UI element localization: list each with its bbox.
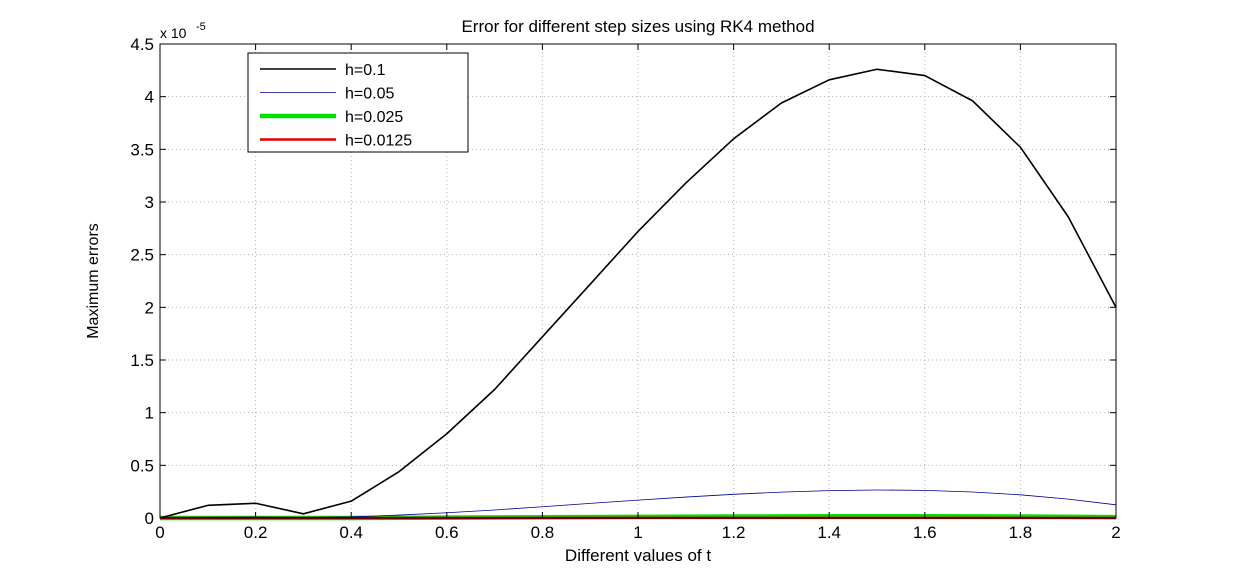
y-tick-label: 2	[145, 298, 154, 317]
legend-entry-label: h=0.025	[345, 109, 403, 126]
y-tick-label: 0	[145, 509, 154, 528]
x-tick-label: 0.8	[531, 523, 555, 542]
y-axis-label: Maximum errors	[85, 223, 102, 339]
x-tick-label: 0.4	[339, 523, 363, 542]
legend-entry-label: h=0.05	[345, 86, 394, 103]
y-exponent-prefix: x 10	[160, 25, 187, 41]
tick-marks	[159, 43, 1117, 519]
x-tick-label: 1.8	[1009, 523, 1033, 542]
legend-entry-label: h=0.0125	[345, 133, 412, 150]
legend-entry-label: h=0.1	[345, 62, 386, 79]
y-tick-label: 2.5	[130, 246, 154, 265]
x-tick-label: 0	[155, 523, 164, 542]
x-axis-label: Different values of t	[565, 546, 711, 565]
x-tick-label: 1.2	[722, 523, 746, 542]
x-tick-label: 0.2	[244, 523, 268, 542]
tick-labels: 0 0.2 0.4 0.6 0.8 1 1.2 1.4 1.6 1.8 2 0 0.5 1 1.5 2 2.5 3…	[130, 35, 1120, 542]
chart-title: Error for different step sizes using RK4…	[461, 17, 814, 36]
y-tick-label: 1.5	[130, 351, 154, 370]
x-tick-label: 1	[633, 523, 642, 542]
grid	[160, 44, 1116, 518]
y-tick-label: 4.5	[130, 35, 154, 54]
series-line-0	[159, 68, 1117, 519]
y-tick-label: 3.5	[130, 140, 154, 159]
x-tick-label: 1.4	[817, 523, 841, 542]
y-tick-label: 4	[145, 88, 154, 107]
y-exponent-power: -5	[196, 21, 206, 33]
y-tick-label: 3	[145, 193, 154, 212]
x-tick-label: 2	[1111, 523, 1120, 542]
y-tick-label: 0.5	[130, 456, 154, 475]
x-tick-label: 0.6	[435, 523, 459, 542]
x-tick-label: 1.6	[913, 523, 937, 542]
y-tick-label: 1	[145, 404, 154, 423]
series-line-1	[159, 489, 1117, 519]
legend: h=0.1 h=0.05 h=0.025 h=0.0125	[247, 52, 469, 153]
legend-box	[247, 52, 469, 153]
